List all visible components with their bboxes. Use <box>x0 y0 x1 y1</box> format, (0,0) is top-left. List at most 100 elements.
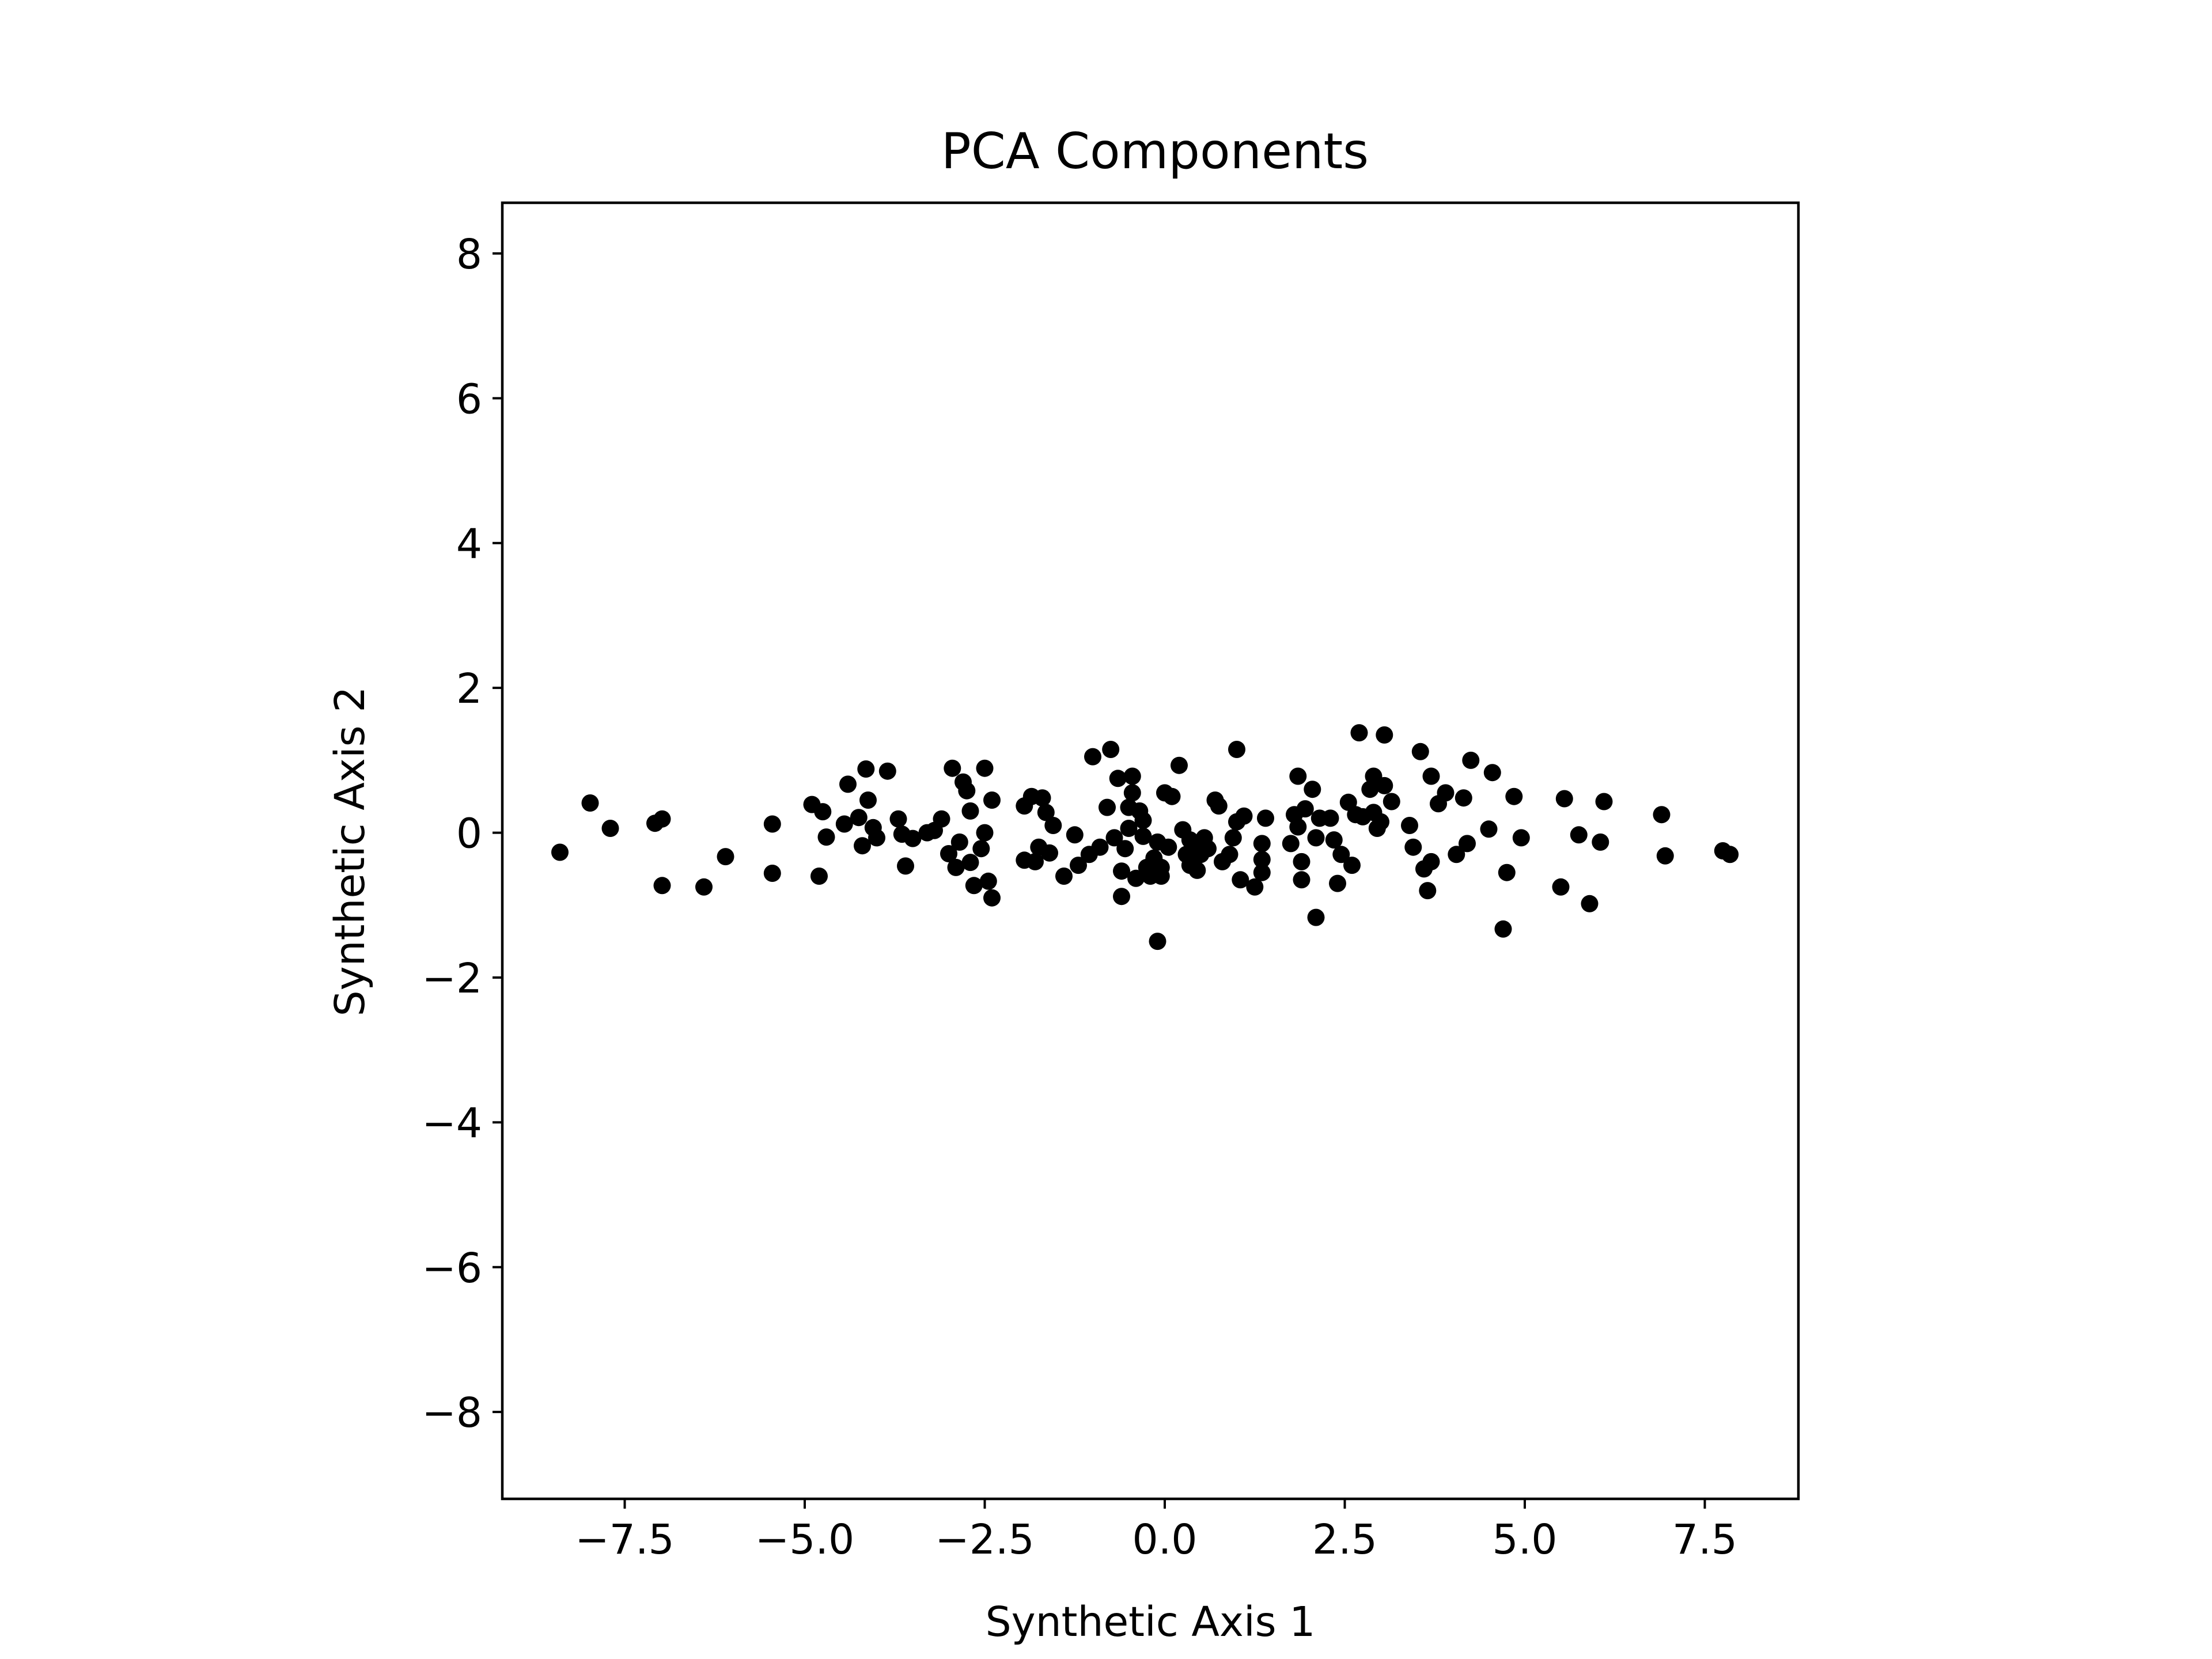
y-tick-label: 4 <box>456 520 482 568</box>
data-point <box>1188 861 1206 879</box>
chart-title: PCA Components <box>941 123 1369 180</box>
data-point <box>1027 853 1044 870</box>
plot-frame <box>501 201 1800 1501</box>
data-point <box>653 877 671 895</box>
data-point <box>1455 789 1472 807</box>
y-axis-label: Synthetic Axis 2 <box>326 687 374 1017</box>
x-axis-ticks: −7.5 −5.0 −2.5 0.0 2.5 5.0 7.5 <box>575 1499 1737 1563</box>
data-point <box>1361 781 1379 798</box>
data-point <box>1224 829 1242 847</box>
y-tick-label: 6 <box>456 375 482 423</box>
data-point <box>695 878 713 896</box>
data-point <box>1123 784 1141 802</box>
data-point <box>1253 835 1271 853</box>
x-tick-label: −2.5 <box>935 1516 1034 1563</box>
y-tick-label: −4 <box>422 1099 482 1147</box>
x-tick-label: 5.0 <box>1493 1516 1558 1563</box>
data-point <box>940 845 957 862</box>
data-point <box>1253 851 1271 869</box>
data-point <box>1480 820 1498 838</box>
data-point <box>1483 764 1501 782</box>
data-point <box>979 872 997 890</box>
data-point <box>1102 741 1120 758</box>
data-point <box>1343 857 1361 874</box>
data-point <box>1307 829 1325 847</box>
data-point <box>1570 826 1588 844</box>
data-point <box>763 865 781 882</box>
data-point <box>653 810 671 828</box>
scatter-points <box>551 724 1739 950</box>
data-point <box>944 759 961 777</box>
data-point <box>933 810 950 828</box>
data-point <box>717 848 734 866</box>
data-point <box>1289 818 1307 836</box>
data-point <box>1055 868 1073 885</box>
data-point <box>601 820 619 837</box>
data-point <box>1321 809 1339 827</box>
data-point <box>1437 784 1455 802</box>
y-tick-label: −8 <box>422 1389 482 1437</box>
data-point <box>947 858 965 876</box>
data-point <box>1282 835 1300 853</box>
data-point <box>1459 835 1476 853</box>
x-axis-label: Synthetic Axis 1 <box>986 1598 1316 1646</box>
data-point <box>1091 838 1109 856</box>
data-point <box>878 762 896 780</box>
data-point <box>1512 829 1530 847</box>
data-point <box>1113 862 1130 880</box>
data-point <box>1448 846 1465 863</box>
y-tick-label: −6 <box>422 1244 482 1292</box>
data-point <box>1163 787 1181 805</box>
data-point <box>1160 838 1177 856</box>
x-tick-label: −5.0 <box>755 1516 854 1563</box>
data-point <box>1199 840 1217 858</box>
data-point <box>1555 790 1573 808</box>
data-point <box>814 803 832 821</box>
y-tick-label: 2 <box>456 665 482 713</box>
y-tick-label: 0 <box>456 810 482 858</box>
data-point <box>1411 743 1429 760</box>
data-point <box>1235 807 1253 825</box>
data-point <box>854 837 871 855</box>
data-point <box>1462 751 1480 769</box>
data-point <box>1109 770 1127 787</box>
data-point <box>1221 846 1238 863</box>
data-point <box>1123 767 1141 785</box>
data-point <box>810 868 828 885</box>
x-tick-label: 7.5 <box>1672 1516 1737 1563</box>
data-point <box>1404 838 1422 856</box>
data-point <box>1246 878 1264 896</box>
data-point <box>1325 831 1343 849</box>
data-point <box>1041 844 1058 862</box>
data-point <box>1105 829 1123 847</box>
data-point <box>976 824 994 842</box>
data-point <box>1372 813 1389 831</box>
data-point <box>850 809 868 827</box>
data-point <box>581 794 599 812</box>
data-point <box>1552 878 1570 896</box>
data-point <box>1304 781 1321 798</box>
data-point <box>897 857 914 875</box>
data-point <box>1171 756 1188 774</box>
data-point <box>1307 908 1325 926</box>
data-point <box>1422 767 1440 785</box>
data-point <box>961 802 979 820</box>
data-point <box>1253 863 1271 881</box>
data-point <box>1293 853 1310 870</box>
data-point <box>1376 777 1393 794</box>
data-point <box>763 815 781 833</box>
data-point <box>1382 793 1400 810</box>
data-point <box>859 791 877 809</box>
data-point <box>857 760 875 778</box>
x-tick-label: −7.5 <box>575 1516 674 1563</box>
data-point <box>1070 857 1087 874</box>
y-axis-ticks: −8 −6 −4 −2 0 2 4 6 8 <box>422 230 502 1437</box>
data-point <box>1134 827 1152 845</box>
data-point <box>1595 793 1613 810</box>
data-point <box>1293 871 1310 889</box>
data-point <box>1134 812 1152 830</box>
data-point <box>551 843 569 861</box>
data-point <box>1289 767 1307 785</box>
y-tick-label: −2 <box>422 955 482 1002</box>
